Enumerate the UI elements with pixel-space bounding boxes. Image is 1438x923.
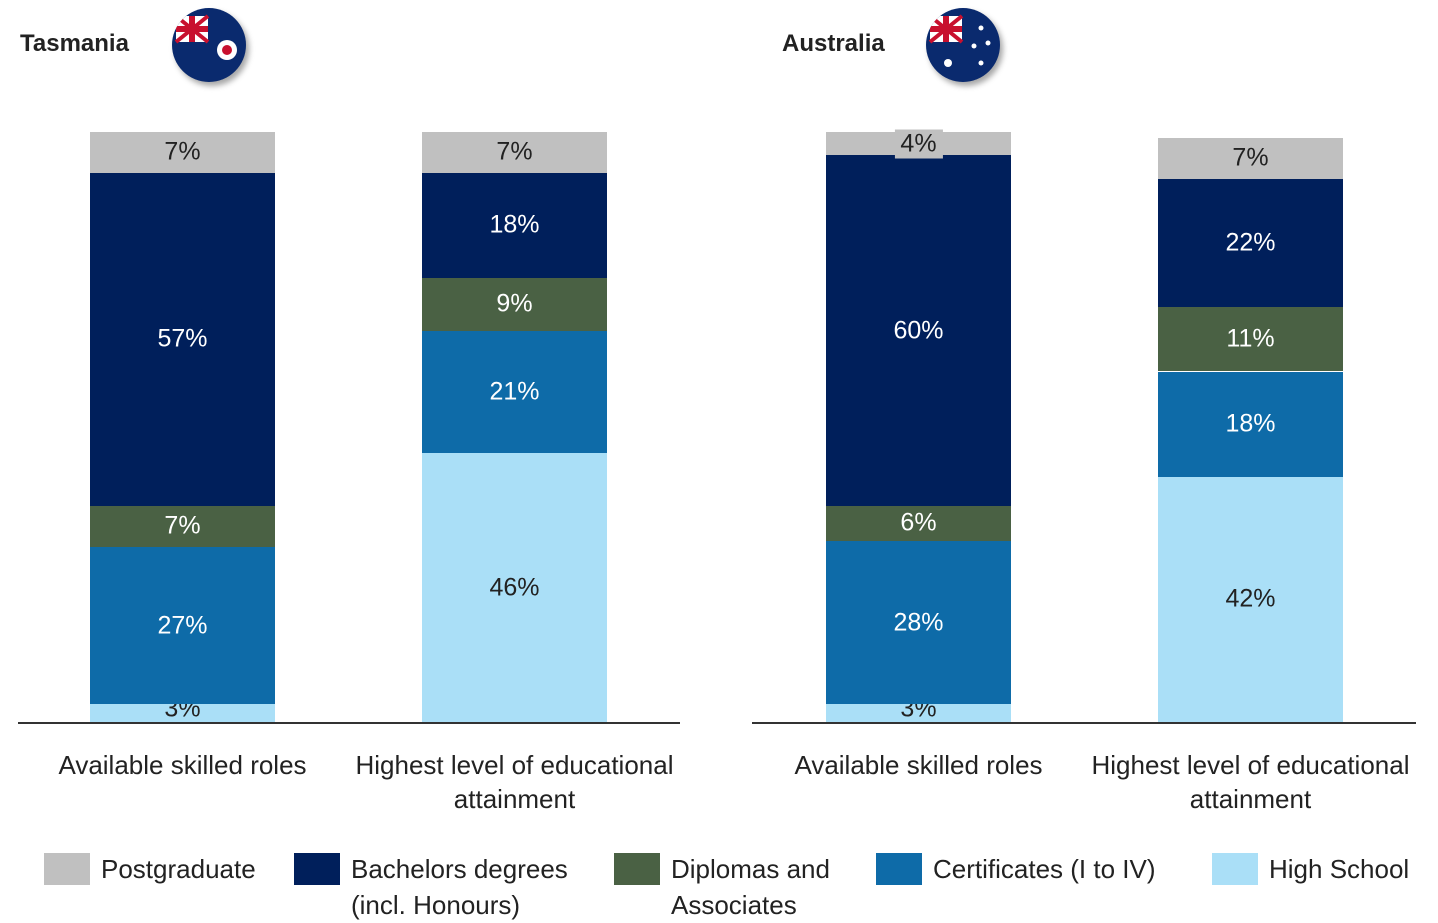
flag	[172, 8, 246, 82]
bar-segment	[90, 546, 275, 705]
data-label: 27%	[157, 611, 208, 640]
legend-swatch	[294, 853, 340, 885]
bar-segment	[422, 172, 607, 279]
bar-segment	[1158, 307, 1343, 372]
bar-segment	[422, 278, 607, 331]
chart-title: Australia	[782, 30, 885, 57]
x-axis	[18, 722, 680, 724]
data-label: 21%	[489, 377, 540, 406]
legend-label: Bachelors degrees (incl. Honours)	[351, 854, 568, 920]
legend-label: High School	[1269, 854, 1410, 884]
flag-art	[928, 14, 991, 67]
data-label: 18%	[489, 210, 540, 239]
bar-segment	[1158, 137, 1343, 179]
data-label: 7%	[164, 137, 201, 166]
data-label: 46%	[489, 573, 540, 602]
data-label: 22%	[1225, 228, 1276, 257]
data-label: 7%	[164, 511, 201, 540]
bar-segment	[90, 132, 275, 173]
data-label: 57%	[157, 324, 208, 353]
data-label: 9%	[496, 289, 533, 318]
legend-label: Certificates (I to IV)	[933, 854, 1156, 884]
bar-segment	[422, 453, 607, 722]
legend-label: Postgraduate	[101, 854, 256, 884]
bar-segment	[90, 505, 275, 547]
bar-segment	[422, 330, 607, 454]
flag	[926, 8, 1000, 82]
legend-swatch	[44, 853, 90, 885]
bar-segment	[422, 132, 607, 173]
x-tick-label: Available skilled roles	[794, 750, 1043, 780]
x-tick-label: Highest level of educational attainment	[1091, 750, 1410, 814]
data-label: 28%	[893, 608, 944, 637]
x-tick-label: Highest level of educational attainment	[355, 750, 674, 814]
bar-segment	[826, 505, 1011, 541]
data-label: 4%	[894, 129, 943, 159]
bar-segment	[826, 155, 1011, 506]
legend-swatch	[1212, 853, 1258, 885]
data-label: 60%	[893, 316, 944, 345]
data-label: 6%	[900, 508, 937, 537]
chart-title: Tasmania	[20, 30, 129, 57]
bar-segment	[826, 540, 1011, 705]
x-tick-label: Available skilled roles	[58, 750, 307, 780]
data-label: 42%	[1225, 584, 1276, 613]
legend-label: Diplomas and Associates	[671, 854, 830, 920]
data-label: 7%	[1232, 143, 1269, 172]
data-label: 11%	[1226, 324, 1275, 353]
data-label: 7%	[496, 137, 533, 166]
bar-segment	[1158, 178, 1343, 308]
bar-segment	[90, 172, 275, 506]
data-label: 18%	[1225, 409, 1276, 438]
flag-art	[174, 14, 237, 60]
bar-segment	[1158, 476, 1343, 722]
legend-swatch	[876, 853, 922, 885]
x-axis	[752, 722, 1416, 724]
bar-segment	[1158, 371, 1343, 477]
legend-swatch	[614, 853, 660, 885]
